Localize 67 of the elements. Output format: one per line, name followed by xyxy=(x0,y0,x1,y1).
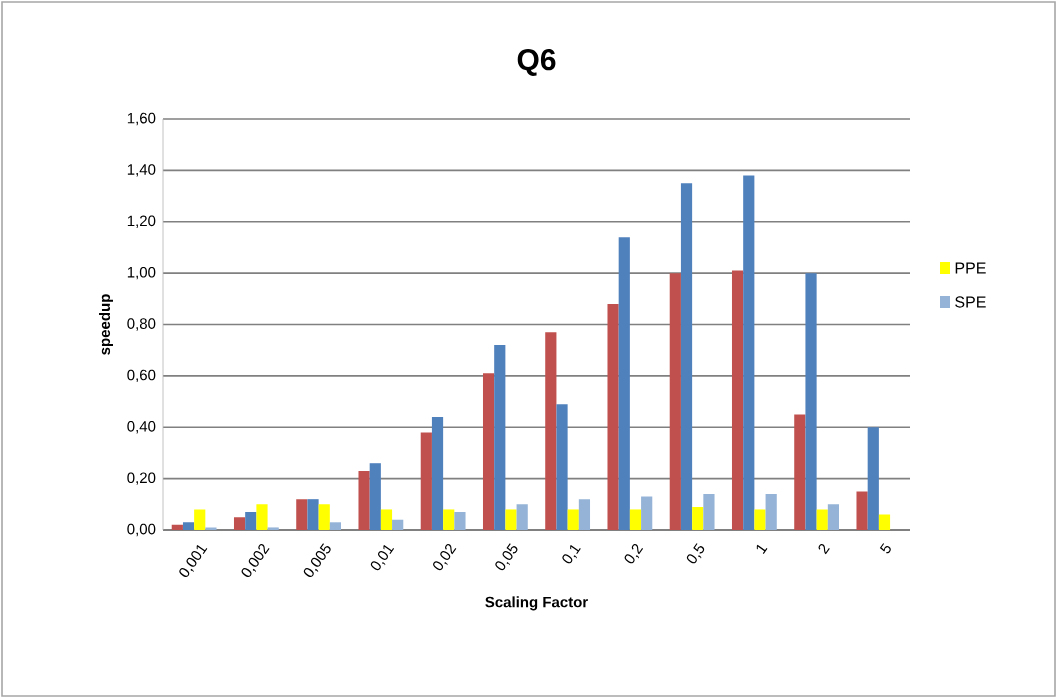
bar xyxy=(641,496,653,530)
x-tick-label: 0,1 xyxy=(562,544,581,564)
bar xyxy=(545,332,557,530)
bar xyxy=(194,509,206,530)
bar xyxy=(765,494,777,530)
bar xyxy=(692,506,704,530)
bar xyxy=(307,499,319,530)
bar xyxy=(245,512,257,530)
bar xyxy=(827,504,840,530)
chart-title: Q6 xyxy=(517,49,556,76)
bar xyxy=(878,514,891,530)
bar xyxy=(182,522,195,530)
bar xyxy=(629,509,642,530)
bar xyxy=(420,432,432,530)
x-axis-title: Scaling Factor xyxy=(485,596,588,611)
bar xyxy=(703,494,715,530)
bar xyxy=(392,519,404,530)
bar xyxy=(516,504,528,530)
bar xyxy=(567,509,579,530)
bar xyxy=(256,504,268,530)
y-tick-label: 0,60 xyxy=(127,369,156,383)
bar xyxy=(329,522,342,530)
bar xyxy=(431,416,444,530)
y-tick-label: 1,60 xyxy=(127,112,156,126)
bar xyxy=(380,509,393,530)
bar xyxy=(171,524,183,530)
bar xyxy=(454,512,466,530)
bar xyxy=(556,404,568,530)
y-tick-label: 1,40 xyxy=(127,164,156,177)
bar xyxy=(816,509,828,530)
bar xyxy=(318,504,330,530)
bar xyxy=(296,499,308,530)
x-tick-label: 5 xyxy=(879,543,891,554)
bar xyxy=(505,509,517,530)
x-tick-label: 1 xyxy=(756,544,768,554)
bar xyxy=(618,237,630,530)
y-tick-label: 0,80 xyxy=(127,318,156,331)
x-tick-label: 0,5 xyxy=(686,543,705,564)
y-tick-label: 1,00 xyxy=(127,266,156,280)
bar xyxy=(669,273,681,530)
bar xyxy=(267,527,279,530)
bar xyxy=(754,509,766,530)
bar xyxy=(607,303,619,530)
x-tick-label: 2 xyxy=(818,543,830,555)
bar xyxy=(205,527,217,530)
bar xyxy=(794,414,806,530)
bar xyxy=(369,463,381,530)
y-axis-title: speedup xyxy=(99,294,114,355)
legend-label: SPE xyxy=(955,296,986,308)
bar xyxy=(233,517,246,530)
legend-label: PPE xyxy=(955,262,986,274)
bar xyxy=(578,499,591,530)
bar xyxy=(856,491,868,530)
bar xyxy=(482,373,495,530)
y-tick-label: 0,00 xyxy=(127,523,156,537)
bar xyxy=(805,273,817,530)
x-tick-label: 0,2 xyxy=(624,543,644,564)
bar xyxy=(443,509,455,530)
bar xyxy=(494,345,506,530)
bar xyxy=(867,427,879,530)
bar xyxy=(731,270,744,530)
bar xyxy=(680,183,693,530)
y-tick-label: 0,20 xyxy=(127,472,156,485)
bar xyxy=(358,470,370,530)
y-tick-label: 0,40 xyxy=(127,421,156,434)
bar xyxy=(743,175,755,530)
y-tick-label: 1,20 xyxy=(127,215,156,228)
